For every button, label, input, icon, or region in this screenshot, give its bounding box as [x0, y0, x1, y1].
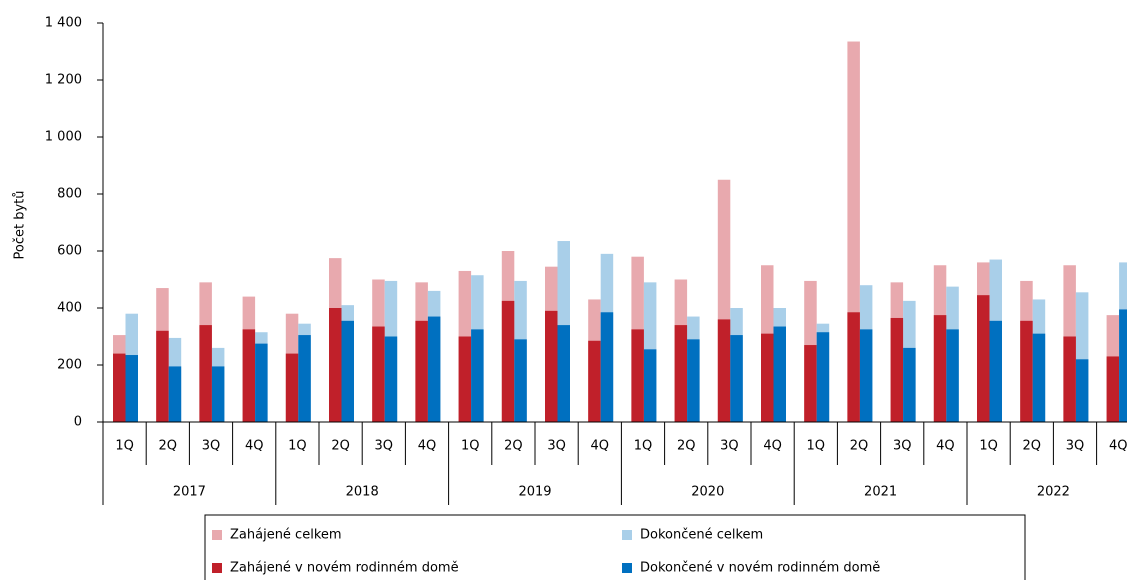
y-tick-label: 1 400 [45, 16, 82, 31]
year-label: 2021 [864, 485, 897, 500]
y-tick-label: 200 [57, 358, 82, 373]
bar [168, 366, 182, 422]
bar [717, 319, 731, 422]
bar [501, 300, 515, 422]
bar [1032, 333, 1046, 422]
bar [847, 312, 860, 422]
bar [471, 329, 484, 422]
legend-label: Zahájené celkem [230, 528, 342, 543]
bar [600, 312, 614, 422]
x-tick-label: 4Q [591, 439, 610, 454]
bar [890, 317, 904, 422]
x-tick-label: 2Q [850, 439, 869, 454]
x-tick-label: 1Q [807, 439, 826, 454]
x-tick-label: 3Q [893, 439, 912, 454]
bar [156, 330, 169, 422]
y-axis-label: Počet bytů [13, 191, 28, 260]
x-tick-label: 4Q [418, 439, 437, 454]
legend-marker [622, 530, 632, 540]
bar [255, 343, 268, 422]
bar [859, 329, 873, 422]
x-tick-label: 3Q [547, 439, 566, 454]
bar [946, 329, 959, 422]
bar [211, 366, 225, 422]
bar [545, 310, 558, 422]
bar [687, 339, 700, 422]
bar [903, 347, 916, 422]
x-tick-label: 2Q [331, 439, 350, 454]
bar [773, 326, 786, 422]
bar [329, 308, 342, 422]
year-label: 2020 [691, 485, 724, 500]
bar [1075, 359, 1089, 422]
legend-label: Zahájené v novém rodinném domě [230, 561, 459, 576]
bar [125, 355, 138, 422]
y-tick-label: 1 200 [45, 73, 82, 88]
bar [977, 295, 990, 422]
x-tick-label: 1Q [288, 439, 307, 454]
y-tick-label: 800 [57, 187, 82, 202]
x-tick-label: 1Q [979, 439, 998, 454]
x-tick-label: 4Q [936, 439, 955, 454]
bar [341, 320, 354, 422]
year-label: 2017 [173, 485, 206, 500]
bar [285, 353, 299, 422]
bar [1020, 320, 1033, 422]
bar [199, 325, 212, 422]
x-tick-label: 4Q [245, 439, 264, 454]
x-tick-label: 3Q [202, 439, 221, 454]
bar [1119, 309, 1127, 422]
bar [804, 345, 817, 422]
bar [372, 326, 385, 422]
legend-marker [622, 563, 632, 573]
bar [458, 336, 472, 422]
bar [557, 325, 570, 422]
y-tick-label: 1 000 [45, 130, 82, 145]
bar [514, 339, 527, 422]
x-tick-label: 2Q [677, 439, 696, 454]
bar [113, 353, 126, 422]
legend-box [204, 514, 1026, 580]
bar [761, 333, 774, 422]
x-tick-label: 2Q [159, 439, 178, 454]
x-tick-label: 4Q [1109, 439, 1127, 454]
bar [631, 329, 644, 422]
bar [933, 315, 947, 422]
bar [674, 325, 688, 422]
legend-marker [212, 563, 222, 573]
x-tick-label: 1Q [461, 439, 480, 454]
bar [298, 335, 311, 422]
x-tick-label: 2Q [1023, 439, 1042, 454]
bar [730, 335, 743, 422]
bar [989, 320, 1002, 422]
bar [1063, 336, 1076, 422]
bar [415, 320, 428, 422]
legend-label: Dokončené celkem [640, 528, 763, 543]
bar [427, 316, 441, 422]
bar [588, 340, 601, 422]
bar [816, 332, 830, 422]
x-tick-label: 3Q [375, 439, 394, 454]
bar [1106, 356, 1120, 422]
x-tick-label: 3Q [720, 439, 739, 454]
legend-marker [212, 530, 222, 540]
y-tick-label: 600 [57, 244, 82, 259]
legend-label: Dokončené v novém rodinném domě [640, 561, 880, 576]
year-label: 2019 [518, 485, 551, 500]
x-tick-label: 2Q [504, 439, 523, 454]
y-tick-label: 400 [57, 301, 82, 316]
year-label: 2022 [1037, 485, 1070, 500]
x-tick-label: 1Q [115, 439, 134, 454]
bar [643, 349, 657, 422]
x-tick-label: 4Q [763, 439, 782, 454]
bar [242, 329, 256, 422]
x-tick-label: 1Q [634, 439, 653, 454]
year-label: 2018 [346, 485, 379, 500]
bar [384, 336, 398, 422]
x-tick-label: 3Q [1066, 439, 1085, 454]
y-tick-label: 0 [74, 415, 82, 430]
